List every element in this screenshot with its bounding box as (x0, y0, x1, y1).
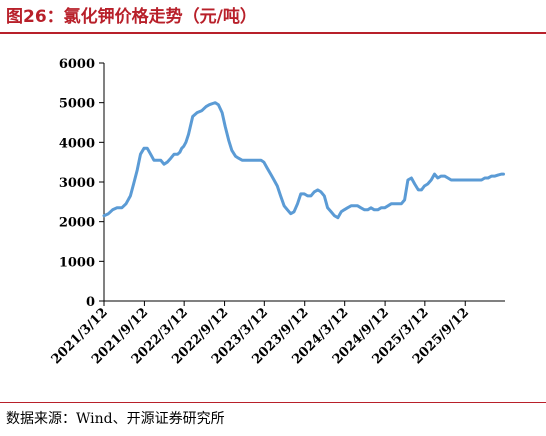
line-chart: 0 1000 2000 3000 4000 5000 6000 2021/3/122021/… (49, 57, 505, 367)
chart-title: 图26：氯化钾价格走势（元/吨） (6, 7, 257, 27)
y-tick-label: 0 (86, 295, 95, 310)
y-tick-label: 1000 (59, 255, 95, 270)
title-rule (0, 32, 546, 34)
series-line (102, 101, 505, 220)
y-tick-label: 5000 (59, 97, 95, 112)
y-axis: 0 1000 2000 3000 4000 5000 6000 (59, 57, 105, 310)
y-tick-label: 2000 (59, 216, 95, 231)
series-layer (102, 101, 505, 220)
source-rule (0, 402, 546, 403)
y-tick-label: 3000 (59, 176, 95, 191)
y-tick-label: 6000 (59, 57, 95, 72)
source-note: 数据来源：Wind、开源证券研究所 (6, 411, 225, 427)
y-tick-label: 4000 (59, 136, 95, 151)
x-axis: 2021/3/122021/9/122022/3/122022/9/122023… (49, 300, 505, 367)
